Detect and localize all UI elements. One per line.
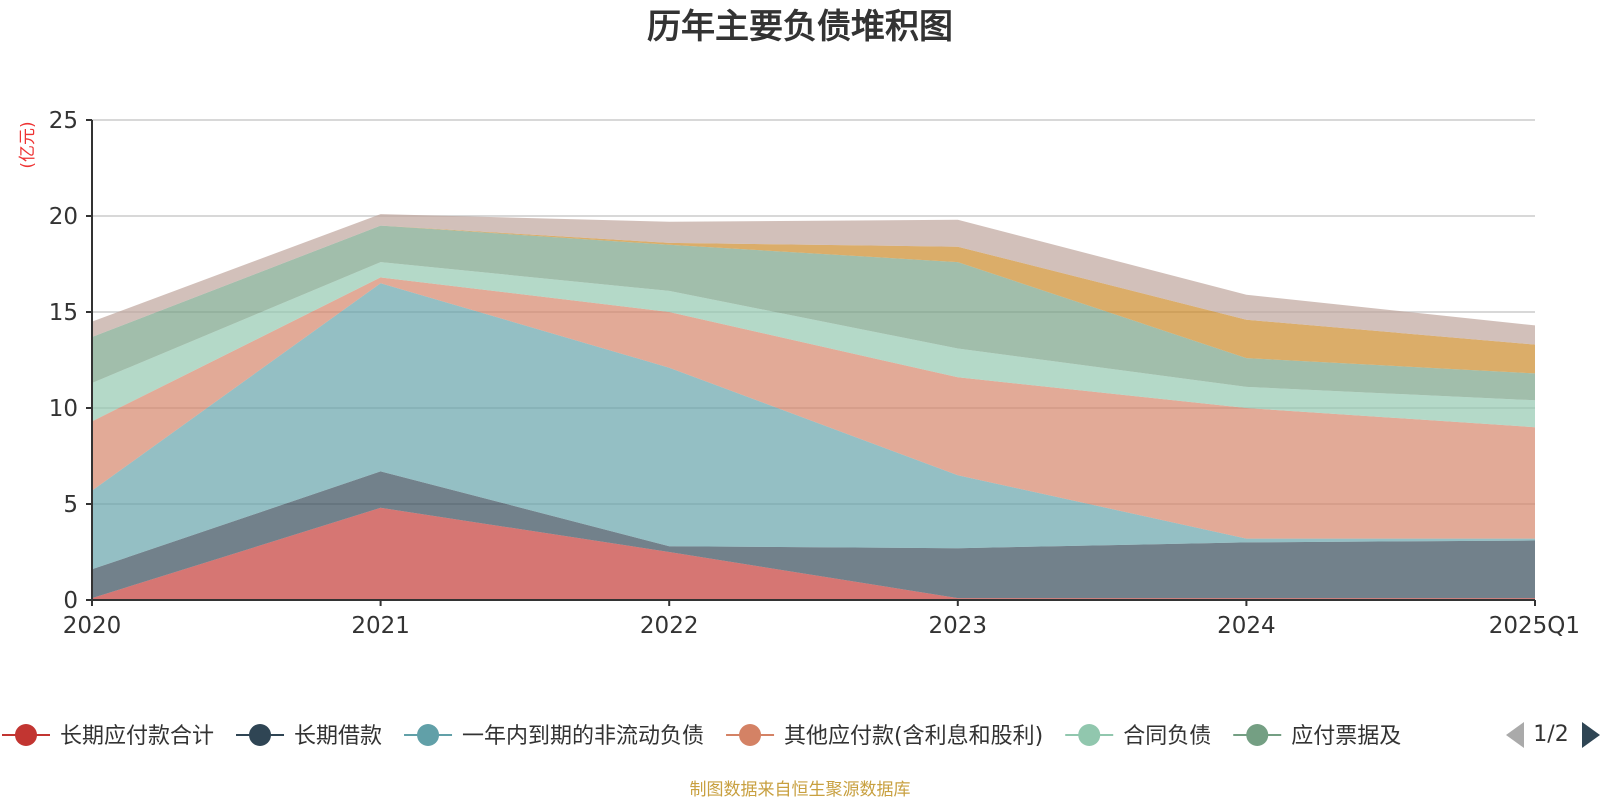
x-tick-label: 2025Q1 [1489,613,1580,639]
legend-items: 长期应付款合计 长期借款 一年内到期的非流动负债 其他应付款(含利息和股利) 合同负债 应… [2,724,1401,749]
legend-label: 其他应付款(含利息和股利) [784,724,1043,749]
y-tick-label: 5 [63,492,78,518]
legend-item[interactable]: 一年内到期的非流动负债 [404,724,704,749]
legend-item[interactable]: 长期应付款合计 [2,724,214,749]
area-series-3[interactable] [92,277,1535,539]
legend-label: 合同负债 [1123,724,1211,749]
area-series-7[interactable] [92,214,1535,345]
legend-marker-icon [739,724,762,746]
legend-label: 长期应付款合计 [60,724,214,749]
legend-label: 长期借款 [294,724,382,749]
legend-label: 一年内到期的非流动负债 [462,724,704,749]
legend-label: 应付票据及 [1291,724,1401,749]
x-tick-label: 2024 [1217,613,1276,639]
area-series-5[interactable] [92,225,1535,401]
x-tick-label: 2022 [640,613,699,639]
legend-item[interactable]: 长期借款 [236,724,382,749]
legend-pager: 1/2 [1506,722,1600,748]
area-series-6[interactable] [92,225,1535,374]
area-series-0[interactable] [92,507,1535,600]
area-series-4[interactable] [92,262,1535,428]
y-tick-label: 0 [63,588,78,614]
y-tick-label: 15 [49,300,78,326]
chart-title: 历年主要负债堆积图 [647,7,953,47]
legend-next-icon[interactable] [1582,722,1600,748]
x-tick-label: 2020 [63,613,122,639]
legend: 长期应付款合计 长期借款 一年内到期的非流动负债 其他应付款(含利息和股利) 合同负债 应… [2,724,1401,749]
axes: 0 5 10 15 20 25 2020 2021 2022 2023 2024 2025Q1 [49,108,1580,639]
x-tick-label: 2023 [929,613,988,639]
legend-page-indicator: 1/2 [1533,722,1568,747]
x-tick-label: 2021 [351,613,410,639]
legend-item[interactable]: 其他应付款(含利息和股利) [726,724,1043,749]
area-series-2[interactable] [92,283,1535,570]
legend-marker-icon [15,724,37,746]
y-tick-label: 10 [49,396,78,422]
legend-item[interactable]: 合同负债 [1065,724,1211,749]
legend-prev-icon[interactable] [1506,722,1524,748]
legend-item[interactable]: 应付票据及 [1233,724,1401,749]
y-tick-label: 20 [49,204,78,230]
legend-marker-icon [1246,724,1269,746]
data-source-note: 制图数据来自恒生聚源数据库 [690,780,911,800]
y-axis-label: (亿元) [18,121,38,168]
area-series [92,214,1535,600]
y-tick-label: 25 [49,108,78,134]
area-series-1[interactable] [92,471,1535,599]
legend-marker-icon [417,724,440,746]
legend-marker-icon [249,724,272,746]
legend-marker-icon [1078,724,1101,746]
